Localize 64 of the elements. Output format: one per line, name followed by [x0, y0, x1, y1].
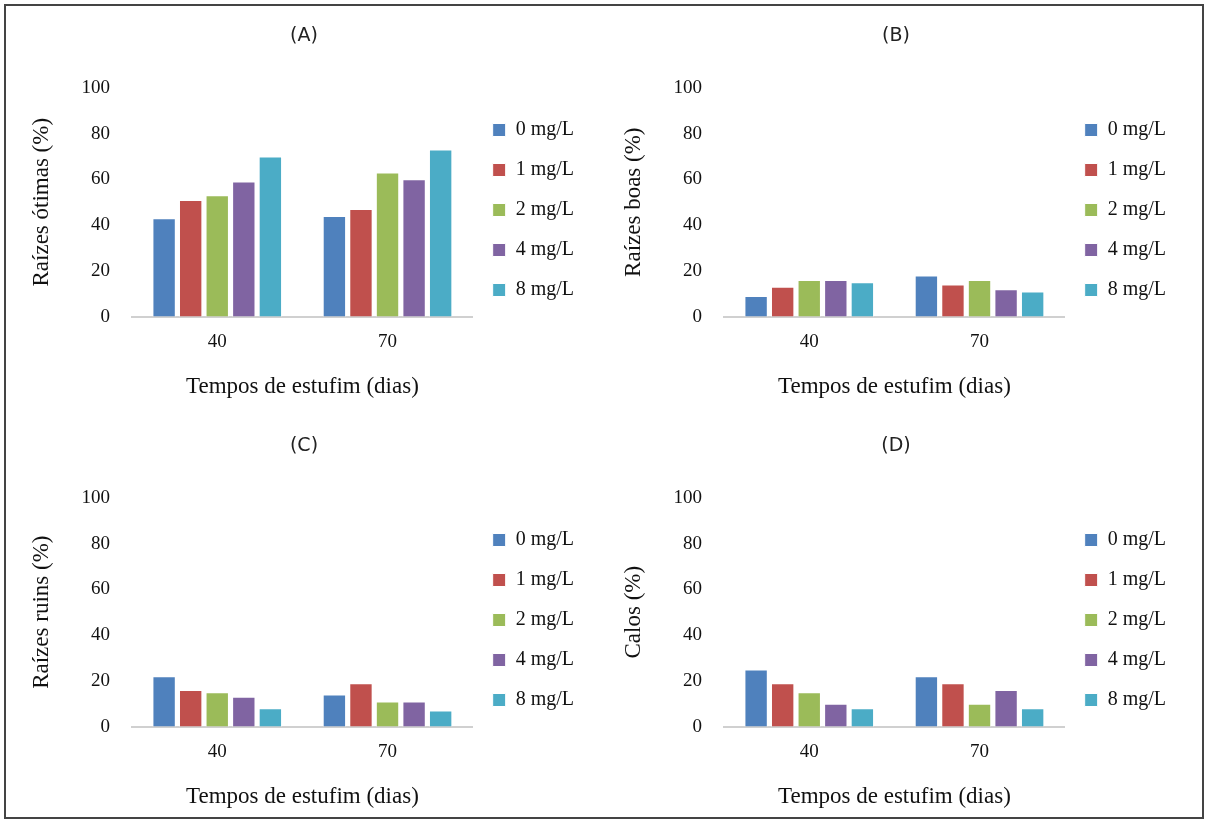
x-tick-label: 40 — [207, 739, 227, 761]
legend-label: 0 mg/L — [1107, 527, 1167, 551]
chart-title: (C) — [289, 433, 319, 456]
y-tick-label: 40 — [91, 623, 111, 645]
y-tick-label: 40 — [683, 623, 703, 645]
y-tick-label: 40 — [683, 213, 703, 235]
legend-label: 8 mg/L — [515, 687, 575, 711]
legend-label: 2 mg/L — [1107, 607, 1167, 631]
x-axis-title: Tempos de estufim (dias) — [777, 783, 1011, 809]
y-axis-title: Raízes ótimas (%) — [27, 117, 53, 287]
legend-label: 4 mg/L — [515, 647, 575, 671]
y-tick-label: 100 — [673, 75, 703, 97]
legend-label: 8 mg/L — [515, 277, 575, 301]
legend-label: 8 mg/L — [1107, 687, 1167, 711]
legend-label: 4 mg/L — [1107, 237, 1167, 261]
y-tick-label: 100 — [81, 75, 111, 97]
y-tick-label: 80 — [683, 121, 703, 143]
legend-label: 1 mg/L — [1107, 567, 1167, 591]
legend-label: 2 mg/L — [515, 607, 575, 631]
x-tick-label: 40 — [207, 329, 227, 351]
x-tick-label: 40 — [799, 739, 819, 761]
y-tick-label: 100 — [81, 485, 111, 507]
y-tick-label: 0 — [692, 304, 703, 326]
legend-label: 8 mg/L — [1107, 277, 1167, 301]
legend-label: 4 mg/L — [515, 237, 575, 261]
chart-title: (D) — [881, 433, 911, 456]
legend-label: 2 mg/L — [515, 197, 575, 221]
y-axis-title: Raízes ruins (%) — [27, 535, 53, 689]
chart-title: (B) — [882, 23, 910, 46]
y-tick-label: 60 — [683, 577, 703, 599]
y-tick-label: 20 — [91, 258, 111, 280]
x-axis-title: Tempos de estufim (dias) — [185, 783, 419, 809]
x-tick-label: 70 — [970, 329, 990, 351]
y-tick-label: 80 — [683, 531, 703, 553]
x-tick-label: 70 — [970, 739, 990, 761]
y-tick-label: 60 — [91, 167, 111, 189]
y-tick-label: 100 — [673, 485, 703, 507]
y-axis-title: Raízes boas (%) — [619, 127, 645, 277]
y-tick-label: 20 — [683, 668, 703, 690]
x-axis-title: Tempos de estufim (dias) — [777, 373, 1011, 399]
y-tick-label: 20 — [91, 668, 111, 690]
legend-label: 4 mg/L — [1107, 647, 1167, 671]
y-tick-label: 80 — [91, 121, 111, 143]
y-tick-label: 0 — [100, 304, 111, 326]
y-tick-label: 60 — [683, 167, 703, 189]
chart-title: (A) — [290, 23, 318, 46]
x-tick-label: 70 — [378, 739, 398, 761]
legend-label: 0 mg/L — [515, 117, 575, 141]
y-axis-title: Calos (%) — [619, 565, 645, 659]
y-tick-label: 80 — [91, 531, 111, 553]
y-tick-label: 0 — [692, 714, 703, 736]
legend-label: 0 mg/L — [515, 527, 575, 551]
legend-label: 2 mg/L — [1107, 197, 1167, 221]
legend-label: 1 mg/L — [1107, 157, 1167, 181]
y-tick-label: 60 — [91, 577, 111, 599]
y-tick-label: 40 — [91, 213, 111, 235]
legend-label: 1 mg/L — [515, 157, 575, 181]
x-tick-label: 40 — [799, 329, 819, 351]
legend-label: 1 mg/L — [515, 567, 575, 591]
legend-label: 0 mg/L — [1107, 117, 1167, 141]
x-axis-title: Tempos de estufim (dias) — [185, 373, 419, 399]
y-tick-label: 0 — [100, 714, 111, 736]
x-tick-label: 70 — [378, 329, 398, 351]
y-tick-label: 20 — [683, 258, 703, 280]
